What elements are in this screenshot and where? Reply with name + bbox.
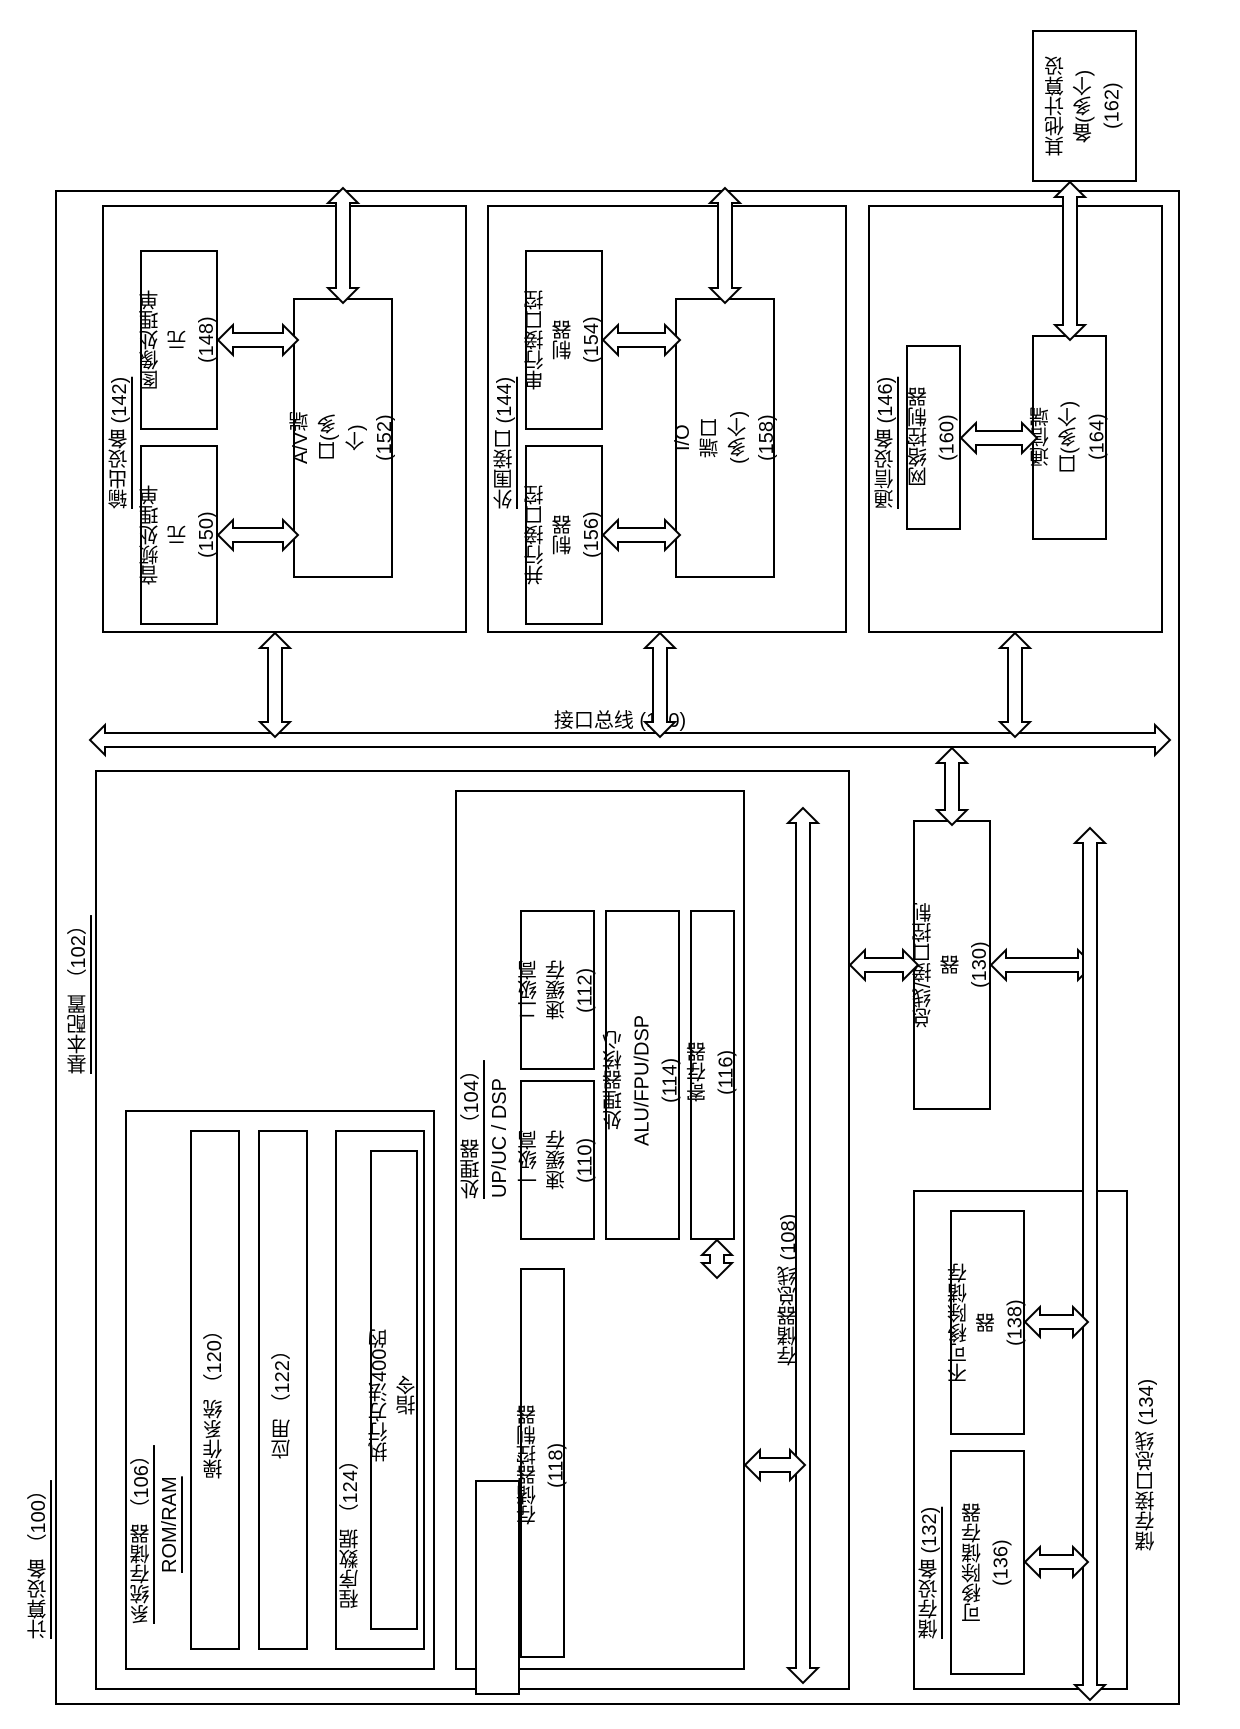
interface-bus-label: 接口总线 (140) [490, 708, 750, 734]
l2-cache-label: 二级高 速缓存 (112) [520, 915, 595, 1065]
storage-dev-label: 储存设备 (132) [918, 1460, 942, 1685]
os-label: 操作系统 （120） [195, 1270, 235, 1530]
sys-memory-label: 系统存储器 （106） [130, 1405, 154, 1665]
computing-device-label: 计算设备 （100） [25, 1420, 53, 1700]
computing-device-block-diagram: 计算设备 （100） 基本配置 （102） 系统存储器 （106） ROM/RA… [20, 20, 1220, 1709]
net-ctrl-label: 网络控制器 (160) [906, 350, 961, 525]
serial-ctrl-label: 串行接口控 制器 (154) [525, 255, 603, 425]
app-label: 应用 （122） [263, 1310, 303, 1490]
processor-label: 处理器 （104） [460, 1020, 484, 1240]
l1-cache-label: 一级高 速缓存 (110) [520, 1085, 595, 1235]
method-instr-label: 执行方法400的 指令 [370, 1260, 418, 1530]
storage-if-bus-label: 储存接口总线 (134) [1135, 1315, 1159, 1615]
mem-controller-box [475, 1480, 520, 1695]
peripheral-if-label: 外围接口 (144) [493, 330, 517, 555]
up-uc-dsp-label: UP/UC / DSP [488, 1048, 512, 1228]
basic-config-label: 基本配置 （102） [65, 875, 93, 1115]
parallel-ctrl-label: 并行接口控 制器 (156) [525, 450, 603, 620]
rom-ram-label: ROM/RAM [158, 1440, 182, 1610]
other-devices-label: 其他计算设 备(多个) (162) [1032, 34, 1137, 178]
mem-bus-label: 存储器总线 (108) [777, 1150, 801, 1430]
bus-if-ctrl-label: 总线/接口控制 器 (130) [913, 830, 991, 1100]
audio-proc-label: 音频处理单 元 (150) [140, 450, 218, 620]
nonremovable-label: 不可移除储存 器 (138) [950, 1218, 1025, 1428]
comm-port-label: 通信端 口(多个) (164) [1032, 347, 1107, 527]
prog-data-label: 程序数据 （124） [338, 1415, 364, 1645]
io-port-label: I/O 端口 (多个) (158) [675, 335, 775, 540]
removable-label: 可移除储存器 (136) [950, 1458, 1025, 1668]
comm-dev-label: 通信设备 (146) [874, 330, 898, 555]
av-port-label: A/V端 口(多 个) (152) [293, 330, 393, 545]
img-proc-label: 图像处理单 元 (148) [140, 255, 218, 425]
mem-controller-label: 存储器控制器 (118) [520, 1340, 565, 1590]
output-dev-label: 输出设备 (142) [108, 330, 132, 555]
core-label: 处理器核心 ALU/FPU/DSP (114) [605, 960, 680, 1200]
register-label: 寄存器 (116) [690, 990, 735, 1155]
